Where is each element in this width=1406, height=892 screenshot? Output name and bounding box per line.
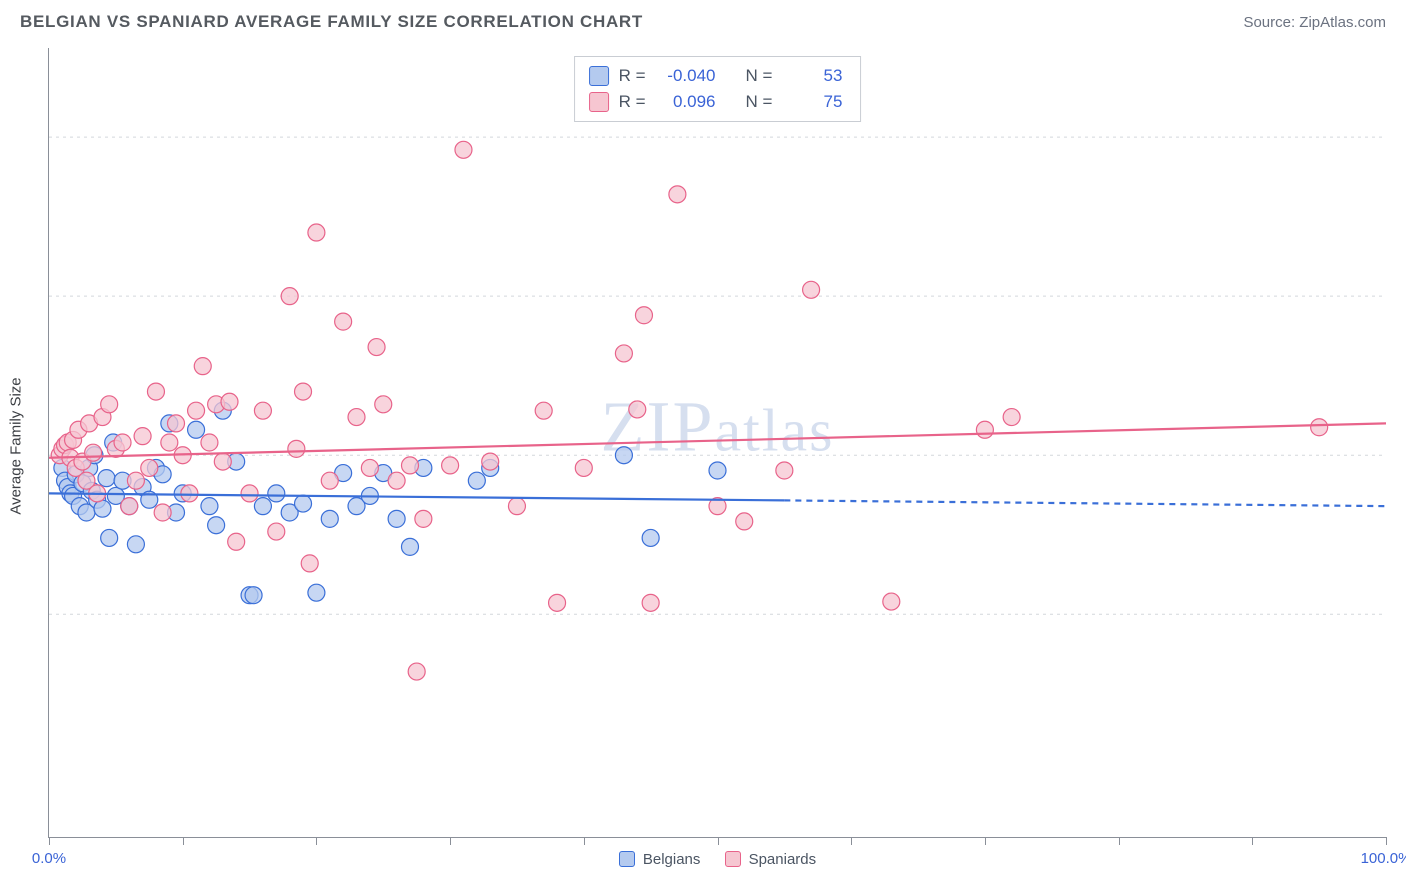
x-tick <box>1386 837 1387 845</box>
n-label: N = <box>746 63 773 89</box>
x-tick <box>316 837 317 845</box>
x-tick <box>1119 837 1120 845</box>
legend-item: Spaniards <box>725 851 817 868</box>
series-name: Spaniards <box>749 851 817 868</box>
x-tick <box>851 837 852 845</box>
n-label: N = <box>746 89 773 115</box>
x-tick <box>183 837 184 845</box>
swatch-belgians <box>619 851 635 867</box>
source-label: Source: ZipAtlas.com <box>1243 14 1386 31</box>
swatch-spaniards <box>589 92 609 112</box>
trend-line <box>784 500 1386 506</box>
x-tick <box>1252 837 1253 845</box>
swatch-spaniards <box>725 851 741 867</box>
legend-stats: R = -0.040 N = 53 R = 0.096 N = 75 <box>574 56 862 122</box>
r-label: R = <box>619 63 646 89</box>
x-tick <box>584 837 585 845</box>
x-tick <box>718 837 719 845</box>
trend-line <box>49 423 1386 457</box>
x-tick <box>49 837 50 845</box>
x-tick <box>985 837 986 845</box>
r-value-belgians: -0.040 <box>656 63 716 89</box>
x-axis-min-label: 0.0% <box>32 850 66 867</box>
x-tick <box>450 837 451 845</box>
series-name: Belgians <box>643 851 701 868</box>
y-axis-title: Average Family Size <box>8 377 25 514</box>
r-label: R = <box>619 89 646 115</box>
x-axis-max-label: 100.0% <box>1361 850 1406 867</box>
n-value-spaniards: 75 <box>782 89 842 115</box>
legend-series: Belgians Spaniards <box>49 851 1386 872</box>
legend-item: Belgians <box>619 851 701 868</box>
legend-stats-row: R = -0.040 N = 53 <box>589 63 843 89</box>
chart-title: BELGIAN VS SPANIARD AVERAGE FAMILY SIZE … <box>20 12 643 32</box>
trend-layer <box>49 48 1386 837</box>
trend-line <box>49 493 784 500</box>
plot-area: ZIPatlas R = -0.040 N = 53 R = 0.096 N =… <box>48 48 1386 838</box>
legend-stats-row: R = 0.096 N = 75 <box>589 89 843 115</box>
n-value-belgians: 53 <box>782 63 842 89</box>
swatch-belgians <box>589 66 609 86</box>
r-value-spaniards: 0.096 <box>656 89 716 115</box>
